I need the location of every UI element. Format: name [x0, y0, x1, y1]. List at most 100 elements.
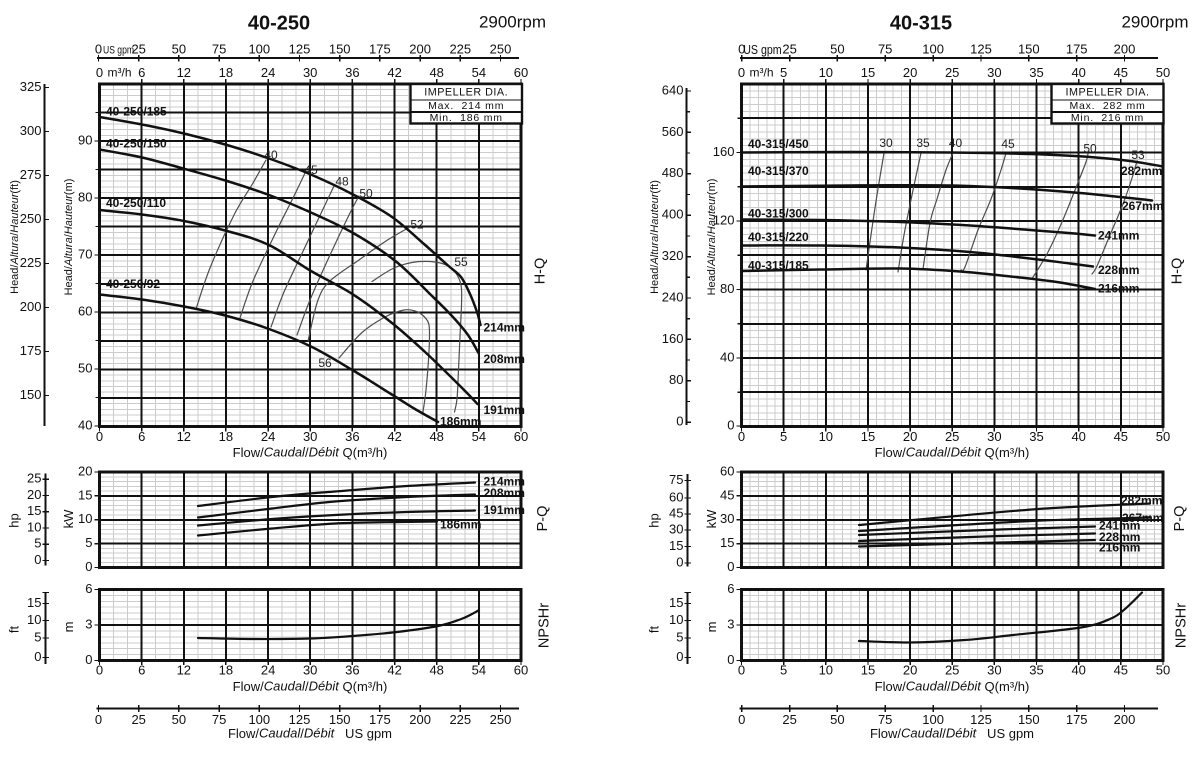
svg-text:0: 0: [85, 652, 92, 667]
svg-text:36: 36: [345, 65, 359, 80]
svg-text:50: 50: [78, 360, 92, 375]
svg-text:40-250: 40-250: [248, 12, 310, 34]
svg-text:250: 250: [20, 211, 42, 226]
svg-text:H-Q: H-Q: [532, 258, 548, 285]
svg-text:60: 60: [514, 662, 528, 677]
svg-text:20: 20: [27, 487, 41, 502]
svg-text:40-250/92: 40-250/92: [106, 277, 160, 291]
svg-text:Head/Altura/Hauteur(m): Head/Altura/Hauteur(m): [706, 179, 718, 296]
svg-text:150: 150: [329, 712, 351, 727]
svg-text:48: 48: [335, 175, 349, 189]
svg-text:160: 160: [662, 331, 684, 346]
svg-text:Flow/Caudal/Débit US gpm: Flow/Caudal/Débit US gpm: [870, 726, 1034, 741]
svg-text:48: 48: [429, 662, 443, 677]
svg-text:2900rpm: 2900rpm: [1121, 12, 1188, 31]
svg-text:0: 0: [738, 65, 745, 80]
svg-text:42: 42: [387, 662, 401, 677]
svg-text:400: 400: [662, 207, 684, 222]
svg-text:5: 5: [780, 429, 787, 444]
svg-text:40: 40: [78, 417, 92, 432]
svg-text:20: 20: [903, 662, 917, 677]
svg-text:90: 90: [78, 132, 92, 147]
svg-text:15: 15: [720, 535, 734, 550]
svg-text:40-315/370: 40-315/370: [748, 164, 809, 178]
svg-text:10: 10: [819, 662, 833, 677]
svg-text:100: 100: [922, 712, 944, 727]
svg-text:267mm: 267mm: [1122, 199, 1163, 213]
svg-text:40: 40: [1071, 429, 1085, 444]
svg-text:12: 12: [177, 65, 191, 80]
svg-text:35: 35: [1029, 662, 1043, 677]
svg-text:3: 3: [727, 616, 734, 631]
svg-text:18: 18: [219, 429, 233, 444]
svg-text:10: 10: [669, 612, 683, 627]
svg-text:30: 30: [879, 136, 893, 150]
svg-text:250: 250: [490, 41, 512, 56]
svg-text:0: 0: [727, 417, 734, 432]
svg-text:60: 60: [514, 65, 528, 80]
svg-text:200: 200: [1114, 712, 1136, 727]
svg-text:225: 225: [20, 255, 42, 270]
svg-text:2900rpm: 2900rpm: [479, 12, 546, 31]
svg-text:0: 0: [85, 559, 92, 574]
svg-text:75: 75: [212, 41, 226, 56]
svg-text:640: 640: [662, 82, 684, 97]
svg-text:5: 5: [780, 65, 787, 80]
svg-text:35: 35: [1029, 429, 1043, 444]
svg-text:Flow/Caudal/Débit US gpm: Flow/Caudal/Débit US gpm: [228, 726, 392, 741]
svg-text:35: 35: [1029, 65, 1043, 80]
svg-text:50: 50: [359, 187, 373, 201]
svg-text:75: 75: [212, 712, 226, 727]
svg-text:0: 0: [96, 429, 103, 444]
svg-text:42: 42: [387, 429, 401, 444]
svg-text:10: 10: [27, 519, 41, 534]
svg-text:6: 6: [727, 581, 734, 596]
svg-text:216mm: 216mm: [1098, 282, 1139, 296]
svg-text:15: 15: [27, 503, 41, 518]
svg-text:0: 0: [95, 41, 102, 56]
svg-text:30: 30: [303, 429, 317, 444]
svg-text:54: 54: [472, 662, 486, 677]
svg-text:70: 70: [78, 246, 92, 261]
svg-text:0: 0: [34, 552, 41, 567]
svg-text:5: 5: [34, 629, 41, 644]
svg-text:25: 25: [782, 712, 796, 727]
svg-text:175: 175: [369, 712, 391, 727]
svg-text:36: 36: [345, 662, 359, 677]
svg-text:60: 60: [78, 303, 92, 318]
svg-text:25: 25: [945, 65, 959, 80]
svg-text:0: 0: [738, 662, 745, 677]
svg-text:282mm: 282mm: [1121, 164, 1162, 178]
svg-text:80: 80: [669, 372, 683, 387]
svg-text:3: 3: [85, 616, 92, 631]
svg-text:30: 30: [987, 429, 1001, 444]
svg-text:5: 5: [85, 535, 92, 550]
svg-text:12: 12: [177, 662, 191, 677]
svg-text:30: 30: [303, 65, 317, 80]
svg-text:15: 15: [669, 595, 683, 610]
svg-text:100: 100: [248, 712, 270, 727]
svg-text:15: 15: [861, 662, 875, 677]
svg-text:60: 60: [669, 489, 683, 504]
svg-text:P-Q: P-Q: [535, 506, 551, 532]
svg-text:214mm: 214mm: [484, 475, 525, 489]
svg-text:40: 40: [1071, 662, 1085, 677]
svg-text:40: 40: [720, 349, 734, 364]
svg-text:80: 80: [720, 281, 734, 296]
svg-text:40-315: 40-315: [890, 12, 952, 34]
svg-text:480: 480: [662, 165, 684, 180]
svg-text:186mm: 186mm: [440, 518, 481, 532]
svg-text:ft: ft: [6, 626, 21, 634]
svg-text:18: 18: [219, 662, 233, 677]
svg-text:24: 24: [261, 429, 275, 444]
svg-text:200: 200: [1114, 41, 1136, 56]
svg-text:25: 25: [27, 471, 41, 486]
svg-text:53: 53: [1131, 148, 1145, 162]
svg-text:60: 60: [720, 463, 734, 478]
svg-text:40-315/450: 40-315/450: [748, 137, 809, 151]
svg-text:42: 42: [387, 65, 401, 80]
svg-text:191mm: 191mm: [484, 403, 525, 417]
svg-text:6: 6: [138, 65, 145, 80]
svg-text:100: 100: [248, 41, 270, 56]
svg-text:50: 50: [172, 41, 186, 56]
